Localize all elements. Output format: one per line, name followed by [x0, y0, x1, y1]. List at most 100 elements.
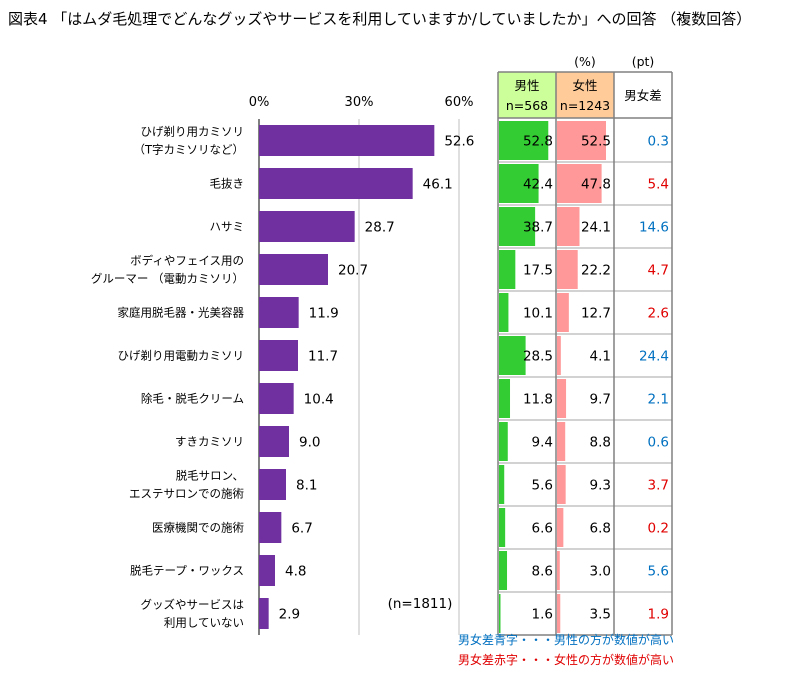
category-label: すきカミソリ: [175, 435, 244, 449]
female-value: 3.0: [590, 564, 611, 580]
data-label: 9.0: [299, 435, 320, 451]
female-bar: [557, 551, 560, 590]
female-header: 女性: [572, 78, 597, 93]
data-label: 11.9: [309, 306, 339, 322]
category-label: グッズやサービスは: [141, 598, 245, 612]
category-label: 脱毛テープ・ワックス: [130, 564, 244, 578]
female-value: 22.2: [581, 263, 611, 279]
category-label: ひげ剃り用カミソリ: [141, 125, 245, 139]
male-bar: [499, 551, 508, 590]
diff-value: 4.7: [648, 263, 669, 279]
data-label: 52.6: [444, 134, 474, 150]
male-bar: [499, 121, 549, 160]
category-label: 除毛・脱毛クリーム: [141, 392, 244, 406]
bar: [259, 555, 275, 586]
female-bar: [557, 465, 566, 504]
female-value: 24.1: [581, 220, 611, 236]
bar: [259, 125, 435, 156]
female-n: n=1243: [560, 98, 610, 113]
bar: [259, 211, 355, 242]
female-value: 3.5: [590, 607, 611, 623]
diff-value: 5.4: [648, 177, 669, 193]
category-label: （T字カミソリなど）: [133, 143, 244, 157]
male-value: 28.5: [523, 349, 553, 365]
male-value: 1.6: [532, 607, 553, 623]
female-value: 47.8: [581, 177, 611, 193]
x-tick-label: 60%: [445, 95, 474, 110]
category-label: ハサミ: [210, 220, 245, 234]
bar: [259, 168, 413, 199]
note-red: 男女差赤字・・・女性の方が数値が高い: [458, 652, 674, 667]
male-bar: [499, 379, 511, 418]
bar: [259, 512, 282, 543]
bar: [259, 340, 298, 371]
diff-value: 0.6: [648, 435, 669, 451]
female-bar: [557, 293, 569, 332]
data-label: 4.8: [285, 564, 306, 580]
male-value: 9.4: [532, 435, 553, 451]
category-label: グルーマー （電動カミソリ）: [91, 272, 244, 286]
bar: [259, 383, 294, 414]
female-header-bg: [556, 72, 614, 118]
female-bar: [557, 508, 564, 547]
diff-value: 24.4: [639, 349, 669, 365]
category-label: 医療機関での施術: [152, 521, 244, 535]
male-bar: [499, 293, 509, 332]
bar: [259, 254, 328, 285]
male-bar: [499, 508, 506, 547]
male-value: 5.6: [532, 478, 553, 494]
data-label: 28.7: [365, 220, 395, 236]
chart-title: 図表4 「はムダ毛処理でどんなグッズやサービスを利用していますか/していましたか…: [8, 10, 752, 28]
category-label: ひげ剃り用電動カミソリ: [118, 349, 245, 363]
bar: [259, 598, 269, 629]
data-label: 46.1: [423, 177, 453, 193]
male-value: 8.6: [532, 564, 553, 580]
unit-pct: (%): [574, 54, 596, 69]
male-n: n=568: [506, 98, 548, 113]
female-bar: [557, 336, 561, 375]
female-bar: [557, 594, 561, 633]
male-value: 52.8: [523, 134, 553, 150]
category-label: 毛抜き: [210, 177, 245, 191]
female-bar: [557, 379, 567, 418]
note-blue: 男女差青字・・・男性の方が数値が高い: [458, 632, 674, 647]
female-bar: [557, 422, 566, 461]
x-tick-label: 30%: [345, 95, 374, 110]
male-bar: [499, 336, 526, 375]
category-label: エステサロンでの施術: [129, 487, 244, 501]
female-value: 9.7: [590, 392, 611, 408]
female-value: 52.5: [581, 134, 611, 150]
unit-pt: (pt): [632, 54, 655, 69]
male-header-bg: [498, 72, 556, 118]
sample-size-label: (n=1811): [388, 596, 453, 612]
diff-header: 男女差: [624, 88, 662, 103]
x-tick-label: 0%: [249, 95, 270, 110]
diff-value: 1.9: [648, 607, 669, 623]
diff-value: 5.6: [648, 564, 669, 580]
male-value: 38.7: [523, 220, 553, 236]
male-value: 17.5: [523, 263, 553, 279]
female-bar: [557, 121, 606, 160]
male-value: 6.6: [532, 521, 553, 537]
diff-value: 2.6: [648, 306, 669, 322]
female-value: 12.7: [581, 306, 611, 322]
female-value: 9.3: [590, 478, 611, 494]
data-label: 6.7: [291, 521, 312, 537]
male-bar: [499, 250, 516, 289]
diff-value: 3.7: [648, 478, 669, 494]
male-bar: [499, 594, 501, 633]
female-bar: [557, 207, 580, 246]
diff-value: 0.2: [648, 521, 669, 537]
category-label: 脱毛サロン、: [176, 469, 244, 483]
diff-value: 14.6: [639, 220, 669, 236]
male-value: 10.1: [523, 306, 553, 322]
female-value: 6.8: [590, 521, 611, 537]
category-label: 利用していない: [164, 616, 244, 630]
male-bar: [499, 164, 539, 203]
male-bar: [499, 422, 508, 461]
female-value: 4.1: [590, 349, 611, 365]
bar: [259, 426, 289, 457]
diff-value: 0.3: [648, 134, 669, 150]
data-label: 20.7: [338, 263, 368, 279]
